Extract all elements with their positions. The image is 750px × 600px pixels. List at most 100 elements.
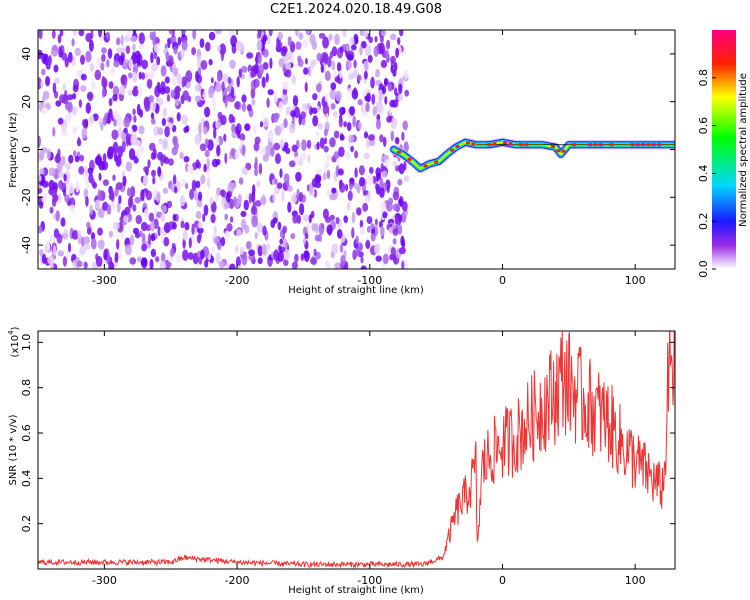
colorbar-tick-label: 0.2 xyxy=(697,212,710,230)
noise-blob xyxy=(38,187,43,194)
noise-blob xyxy=(195,180,201,189)
noise-blob xyxy=(79,154,85,162)
noise-blob xyxy=(154,85,161,98)
noise-blob xyxy=(317,233,322,243)
noise-blob xyxy=(141,243,148,252)
noise-blob xyxy=(282,80,289,90)
noise-blob xyxy=(136,149,141,159)
noise-blob xyxy=(183,156,190,163)
noise-blob xyxy=(241,253,248,266)
noise-blob xyxy=(273,178,278,185)
noise-blob xyxy=(140,189,145,202)
noise-blob xyxy=(145,224,152,231)
noise-blob xyxy=(150,52,154,64)
noise-blob xyxy=(254,136,261,145)
noise-blob xyxy=(122,59,130,70)
noise-blob xyxy=(117,127,123,138)
noise-blob xyxy=(390,246,396,256)
noise-blob xyxy=(352,69,359,79)
noise-blob xyxy=(388,105,392,115)
noise-blob xyxy=(67,51,73,63)
noise-blob xyxy=(354,167,358,178)
noise-blob xyxy=(65,111,72,123)
noise-blob xyxy=(215,121,221,130)
noise-blob xyxy=(123,215,129,223)
noise-blob xyxy=(184,222,190,231)
noise-blob xyxy=(117,145,124,158)
noise-blob xyxy=(342,30,347,38)
noise-blob xyxy=(198,122,203,135)
noise-blob xyxy=(329,89,336,100)
noise-blob xyxy=(267,35,271,45)
noise-blob xyxy=(216,44,221,53)
noise-blob xyxy=(350,44,357,51)
noise-field xyxy=(38,30,410,269)
noise-blob xyxy=(160,213,166,222)
noise-blob xyxy=(254,156,258,169)
noise-blob xyxy=(298,114,302,126)
noise-blob xyxy=(153,43,161,54)
noise-blob xyxy=(318,32,326,39)
noise-blob xyxy=(307,222,311,233)
noise-blob xyxy=(120,160,125,168)
noise-blob xyxy=(106,252,111,264)
noise-blob xyxy=(362,202,369,212)
noise-blob xyxy=(94,155,102,166)
noise-blob xyxy=(345,151,351,161)
noise-blob xyxy=(164,126,170,138)
signal-peak xyxy=(646,143,651,147)
noise-blob xyxy=(106,59,110,68)
noise-blob xyxy=(106,204,112,215)
noise-blob xyxy=(141,232,146,245)
noise-blob xyxy=(352,115,357,128)
noise-blob xyxy=(187,252,194,260)
noise-blob xyxy=(346,121,352,132)
noise-blob xyxy=(227,76,232,84)
x-tick-label: -200 xyxy=(225,574,250,587)
signal-peak xyxy=(572,143,577,147)
noise-blob xyxy=(143,175,149,185)
noise-blob xyxy=(301,139,307,151)
noise-blob xyxy=(336,229,343,239)
noise-blob xyxy=(273,112,280,120)
noise-blob xyxy=(132,30,137,35)
noise-blob xyxy=(401,260,405,269)
noise-blob xyxy=(385,50,390,61)
noise-blob xyxy=(85,196,89,207)
noise-blob xyxy=(375,68,381,78)
noise-blob xyxy=(85,102,92,114)
noise-blob xyxy=(125,135,130,147)
noise-blob xyxy=(132,71,138,83)
noise-blob xyxy=(277,221,282,231)
noise-blob xyxy=(381,85,387,95)
noise-blob xyxy=(287,201,292,213)
noise-blob xyxy=(280,46,287,57)
noise-blob xyxy=(254,200,262,207)
noise-blob xyxy=(316,83,322,93)
noise-blob xyxy=(240,218,247,230)
noise-blob xyxy=(86,226,92,235)
noise-blob xyxy=(150,112,155,120)
noise-blob xyxy=(364,44,372,57)
noise-blob xyxy=(359,226,366,236)
noise-blob xyxy=(285,62,291,70)
colorbar: 0.0 0.2 0.4 0.6 0.8 Normalized spectral ampl… xyxy=(697,30,749,278)
noise-blob xyxy=(241,65,248,73)
noise-blob xyxy=(324,70,331,81)
noise-blob xyxy=(45,76,51,87)
noise-blob xyxy=(382,253,389,265)
noise-blob xyxy=(132,227,140,235)
noise-blob xyxy=(252,184,256,196)
noise-blob xyxy=(256,222,263,233)
noise-blob xyxy=(325,160,330,168)
noise-blob xyxy=(216,144,221,157)
noise-blob xyxy=(124,244,132,256)
noise-blob xyxy=(100,62,105,71)
noise-blob xyxy=(382,211,388,219)
noise-blob xyxy=(187,95,192,103)
noise-blob xyxy=(380,163,384,173)
noise-blob xyxy=(265,72,269,83)
noise-blob xyxy=(166,94,171,102)
noise-blob xyxy=(349,106,356,116)
